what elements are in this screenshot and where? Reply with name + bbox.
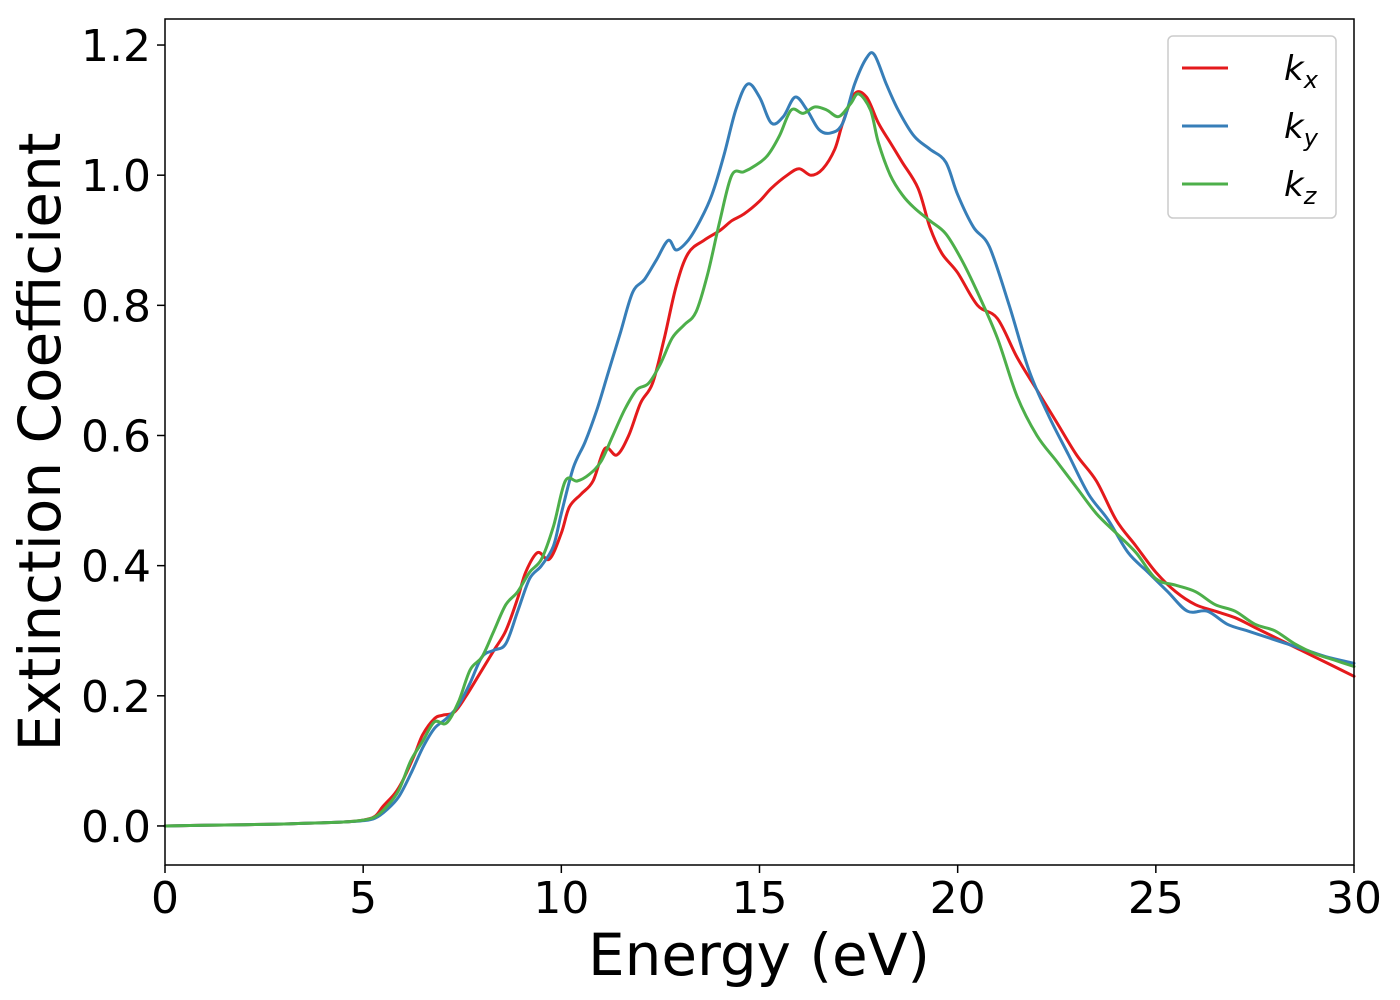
- x-tick-label: 15: [732, 873, 788, 924]
- series-line-kz: [163, 92, 1356, 828]
- x-tick-label: 10: [533, 873, 589, 924]
- x-axis: 0 5 10 15 20 25 30: [151, 865, 1382, 924]
- y-axis: 0.0 0.2 0.4 0.6 0.8 1.0 1.2: [81, 21, 165, 853]
- y-tick-label: 0.6: [81, 411, 151, 462]
- series-line-ky: [163, 51, 1356, 828]
- legend-label-kx: kx: [1284, 49, 1319, 94]
- y-tick-label: 0.8: [81, 281, 151, 332]
- y-tick-label: 0.2: [81, 672, 151, 723]
- x-tick-label: 30: [1326, 873, 1382, 924]
- x-tick-label: 0: [151, 873, 179, 924]
- plot-lines: [163, 51, 1356, 828]
- legend: kx ky kz: [1167, 35, 1337, 219]
- y-tick-label: 1.0: [81, 151, 151, 202]
- series-line-kx: [163, 90, 1356, 828]
- y-tick-label: 0.4: [81, 542, 151, 593]
- legend-box: [1167, 35, 1337, 219]
- x-tick-label: 5: [349, 873, 377, 924]
- x-tick-label: 20: [930, 873, 986, 924]
- y-axis-title: Extinction Coefficient: [6, 133, 74, 752]
- x-tick-label: 25: [1128, 873, 1184, 924]
- x-axis-title: Energy (eV): [588, 921, 930, 989]
- legend-label-kz: kz: [1284, 165, 1318, 210]
- y-tick-label: 0.0: [81, 802, 151, 853]
- y-tick-label: 1.2: [81, 21, 151, 72]
- legend-label-ky: ky: [1284, 107, 1319, 152]
